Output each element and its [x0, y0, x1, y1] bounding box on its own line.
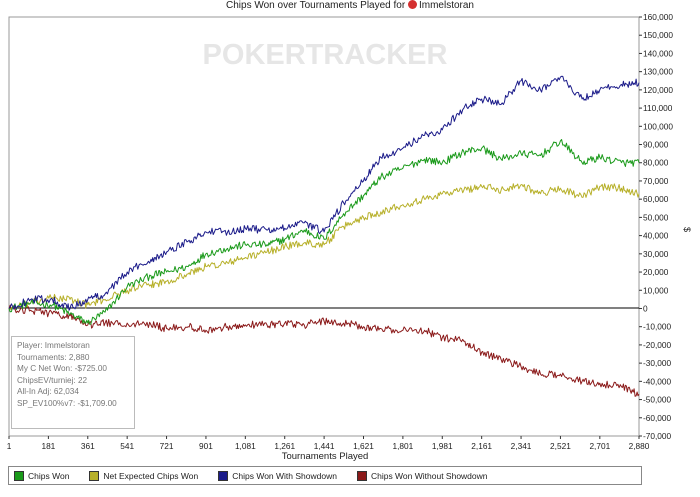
legend-label: Net Expected Chips Won — [103, 470, 199, 481]
y-tick-label: -70,000 — [643, 431, 672, 441]
x-tick-label: 1,261 — [274, 441, 295, 451]
legend-item: Net Expected Chips Won — [89, 470, 199, 481]
x-tick-label: 2,341 — [511, 441, 532, 451]
y-tick-label: 140,000 — [643, 48, 673, 58]
legend-item: Chips Won With Showdown — [218, 470, 337, 481]
legend-label: Chips Won With Showdown — [232, 470, 337, 481]
x-tick-label: 1,801 — [393, 441, 414, 451]
y-tick-label: 120,000 — [643, 85, 673, 95]
y-tick-label: 160,000 — [643, 12, 673, 22]
x-tick-label: 2,880 — [629, 441, 650, 451]
info-sp-ev: SP_EV100%v7: -$1,709.00 — [17, 398, 117, 408]
series-line-chips-won-with-showdown — [8, 75, 640, 311]
legend-label: Chips Won Without Showdown — [370, 470, 488, 481]
legend-swatch — [356, 470, 367, 481]
y-tick-label: -50,000 — [643, 395, 672, 405]
series-group — [8, 75, 640, 397]
y-tick-label: -10,000 — [643, 322, 672, 332]
y-tick-label: 10,000 — [643, 285, 669, 295]
player-info-box: Player: Immelstoran Tournaments: 2,880 M… — [11, 336, 135, 429]
info-chips-ev: ChipsEV/turniej: 22 — [17, 375, 88, 385]
info-tournaments: Tournaments: 2,880 — [17, 352, 90, 362]
y-tick-label: 130,000 — [643, 67, 673, 77]
info-player: Player: Immelstoran — [17, 341, 90, 350]
legend-swatch — [89, 470, 100, 481]
chart-title: Chips Won over Tournaments Played for Im… — [0, 0, 700, 11]
x-axis: 1 181 361 541 721 901 1,081 1,261 1,441 1,621 1,80… — [7, 436, 650, 451]
x-tick-label: 1,981 — [432, 441, 453, 451]
y-axis: 160,000 150,000 140,000 130,000 120,000 110,0… — [639, 12, 673, 441]
legend-swatch — [14, 470, 24, 481]
y-tick-label: 80,000 — [643, 158, 669, 168]
info-allin-adj: All-In Adj: 62,034 — [17, 387, 79, 397]
x-tick-label: 541 — [120, 441, 134, 451]
x-tick-label: 1,081 — [235, 441, 256, 451]
x-tick-label: 1,441 — [314, 441, 335, 451]
y-tick-label: 30,000 — [643, 249, 669, 259]
series-line-chips-won-without-showdown — [8, 304, 640, 397]
legend-swatch — [218, 470, 229, 481]
y-tick-label: 60,000 — [643, 194, 669, 204]
x-tick-label: 1 — [7, 441, 12, 451]
series-line-chips-won — [8, 139, 640, 325]
x-tick-label: 2,521 — [550, 441, 571, 451]
series-line-net-expected-chips-won — [8, 183, 640, 311]
x-tick-label: 1,621 — [353, 441, 374, 451]
y-tick-label: 110,000 — [643, 103, 673, 113]
x-tick-label: 181 — [41, 441, 55, 451]
y-tick-label: -40,000 — [643, 376, 672, 386]
x-axis-label: Tournaments Played — [281, 451, 369, 462]
legend-label: Chips Won — [28, 470, 70, 481]
y-tick-label: -60,000 — [643, 413, 672, 423]
watermark: POKERTRACKER — [203, 39, 448, 71]
legend-item: Chips Won — [14, 470, 70, 481]
y-tick-label: 150,000 — [643, 30, 673, 40]
x-tick-label: 721 — [160, 441, 174, 451]
pokerstars-logo-icon — [407, 0, 417, 9]
x-tick-label: 2,161 — [471, 441, 492, 451]
x-tick-label: 2,701 — [589, 441, 610, 451]
y-tick-label: -20,000 — [643, 340, 672, 350]
y-tick-label: -30,000 — [643, 358, 672, 368]
info-net-won: My C Net Won: -$725.00 — [17, 364, 107, 374]
player-name: Immelstoran — [418, 0, 474, 11]
legend: Chips Won Net Expected Chips Won Chips Won… — [8, 466, 642, 485]
y-tick-label: 40,000 — [643, 231, 669, 241]
y-axis-label: $ — [682, 227, 692, 232]
y-tick-label: 0 — [643, 303, 648, 313]
y-tick-label: 100,000 — [643, 121, 673, 131]
y-tick-label: 90,000 — [643, 140, 669, 150]
x-tick-label: 361 — [81, 441, 95, 451]
legend-item: Chips Won Without Showdown — [356, 470, 488, 481]
y-tick-label: 20,000 — [643, 267, 669, 277]
y-tick-label: 50,000 — [643, 212, 669, 222]
title-text: Chips Won over Tournaments Played for — [226, 0, 406, 11]
y-tick-label: 70,000 — [643, 176, 669, 186]
x-tick-label: 901 — [199, 441, 213, 451]
